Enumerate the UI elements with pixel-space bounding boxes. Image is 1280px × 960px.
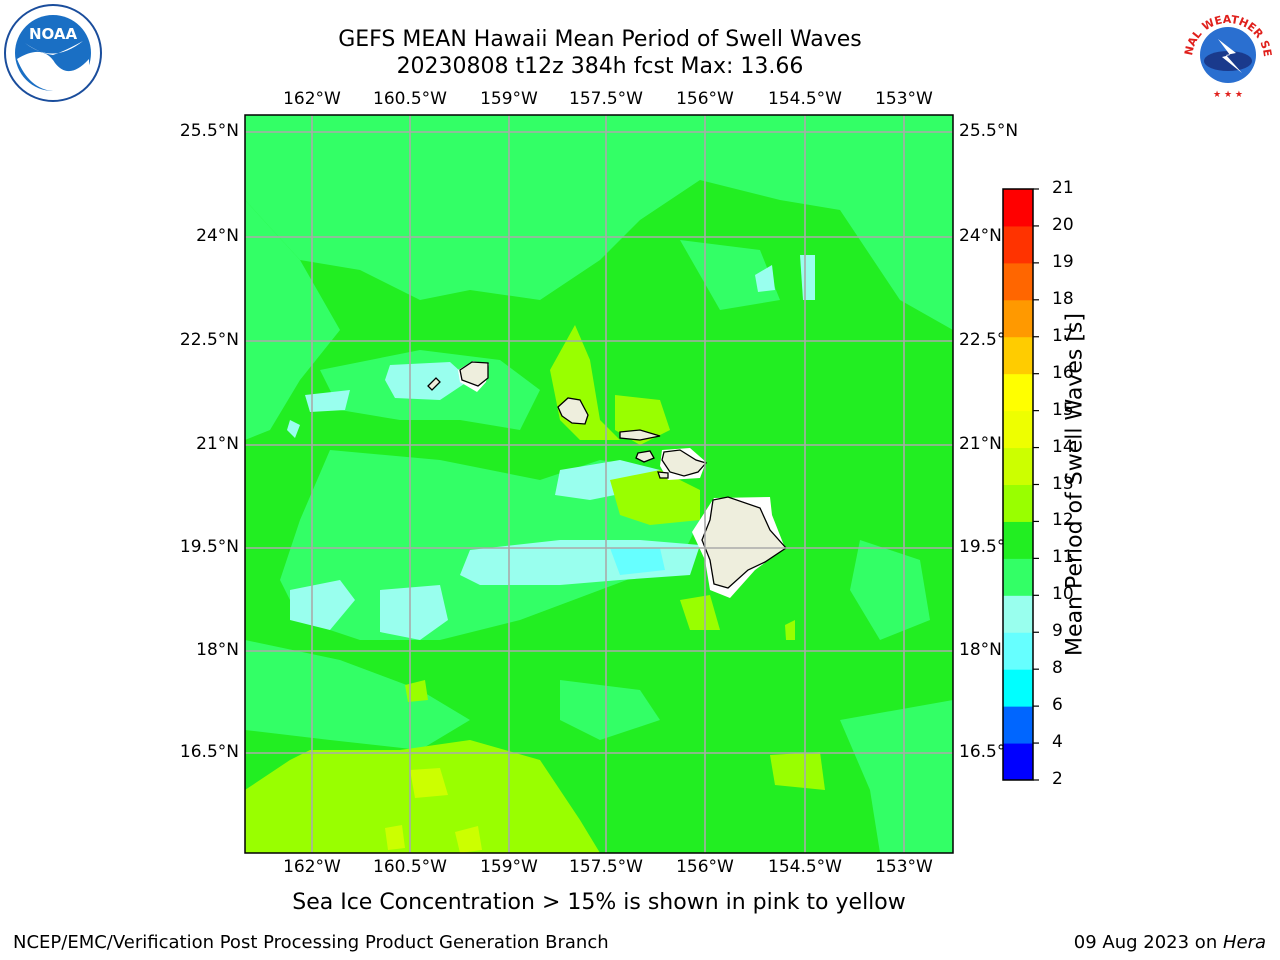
map-title: GEFS MEAN Hawaii Mean Period of Swell Wa… (338, 27, 862, 52)
colorbar-segment (1003, 336, 1033, 375)
lon-label-top: 157.5°W (569, 89, 643, 109)
colorbar-segment (1003, 189, 1033, 227)
lon-label-bottom: 156°W (676, 857, 734, 877)
lat-label-left: 18°N (196, 640, 239, 660)
lon-label-top: 159°W (480, 89, 538, 109)
colorbar-segment (1003, 447, 1033, 485)
colorbar-tick-label: 2 (1052, 769, 1063, 789)
map-frame (244, 114, 954, 854)
colorbar-segment (1003, 521, 1033, 559)
colorbar (1002, 188, 1039, 781)
lat-label-left: 16.5°N (179, 742, 239, 762)
footer-date: 09 Aug 2023 on (1073, 932, 1223, 953)
colorbar-tick-label: 12 (1052, 510, 1074, 531)
colorbar-tick-label: 13 (1052, 473, 1074, 494)
colorbar-segment (1003, 410, 1033, 449)
footer-right: 09 Aug 2023 on Hera (1074, 932, 1266, 953)
colorbar-tick-label: 9 (1052, 621, 1063, 642)
colorbar-segment (1003, 373, 1033, 412)
colorbar-segment (1003, 706, 1033, 744)
lat-label-right: 19.5°N (959, 537, 1003, 557)
lon-label-top: 153°W (875, 89, 933, 109)
swell-period-field (245, 115, 953, 853)
lon-label-top: 154.5°W (768, 89, 842, 109)
noaa-logo: NOAA (3, 3, 103, 103)
lon-label-top: 156°W (676, 89, 734, 109)
lon-label-bottom: 157.5°W (569, 857, 643, 877)
lat-label-right: 24°N (959, 226, 1002, 246)
svg-text:NOAA: NOAA (29, 25, 78, 43)
lat-label-right: 25.5°N (959, 121, 1019, 141)
lat-label-left: 25.5°N (179, 121, 239, 141)
colorbar-tick-label: 14 (1052, 436, 1074, 457)
lon-label-bottom: 160.5°W (373, 857, 447, 877)
colorbar-tick-label: 11 (1052, 547, 1074, 568)
colorbar-tick-label: 10 (1052, 584, 1074, 605)
colorbar-segment (1003, 225, 1033, 264)
colorbar-segment (1003, 558, 1033, 596)
colorbar-tick-label: 16 (1052, 362, 1074, 383)
colorbar-segment (1003, 484, 1033, 522)
colorbar-tick-label: 18 (1052, 288, 1074, 309)
colorbar-tick-label: 8 (1052, 658, 1063, 679)
colorbar-segment (1003, 743, 1033, 781)
lat-label-left: 21°N (196, 434, 239, 454)
colorbar-tick-label: 21 (1052, 178, 1074, 198)
lon-label-bottom: 154.5°W (768, 857, 842, 877)
lon-label-bottom: 153°W (875, 857, 933, 877)
lat-label-left: 24°N (196, 226, 239, 246)
lat-lon-grid (245, 115, 953, 853)
colorbar-label: Mean Period of Swell Waves [s] (1062, 313, 1088, 656)
footer-host: Hera (1222, 932, 1266, 953)
colorbar-segment (1003, 632, 1033, 670)
sea-ice-note: Sea Ice Concentration > 15% is shown in … (292, 890, 906, 915)
colorbar-segment (1003, 595, 1033, 633)
colorbar-tick-label: 6 (1052, 695, 1063, 716)
colorbar-segment (1003, 262, 1033, 301)
lon-label-bottom: 159°W (480, 857, 538, 877)
lat-label-left: 19.5°N (179, 537, 239, 557)
svg-text:★ ★ ★: ★ ★ ★ (1213, 90, 1243, 100)
colorbar-tick-label: 4 (1052, 732, 1063, 753)
lat-label-right: 21°N (959, 434, 1002, 454)
nws-logo: NATIONAL WEATHER SERVICE ★ ★ ★ (1173, 0, 1278, 103)
map-subtitle: 20230808 t12z 384h fcst Max: 13.66 (396, 54, 804, 79)
colorbar-tick-label: 15 (1052, 399, 1074, 420)
colorbar-tick-label: 20 (1052, 214, 1074, 235)
lon-label-top: 160.5°W (373, 89, 447, 109)
lat-label-right: 16.5°N (959, 742, 1003, 762)
lat-label-right: 18°N (959, 640, 1002, 660)
lat-label-left: 22.5°N (179, 330, 239, 350)
lon-label-bottom: 162°W (283, 857, 341, 877)
footer-left: NCEP/EMC/Verification Post Processing Pr… (13, 932, 609, 953)
colorbar-segment (1003, 669, 1033, 707)
colorbar-tick-label: 19 (1052, 251, 1074, 272)
lon-label-top: 162°W (283, 89, 341, 109)
lat-label-right: 22.5°N (959, 330, 1003, 350)
colorbar-segment (1003, 299, 1033, 338)
colorbar-tick-label: 17 (1052, 325, 1074, 346)
